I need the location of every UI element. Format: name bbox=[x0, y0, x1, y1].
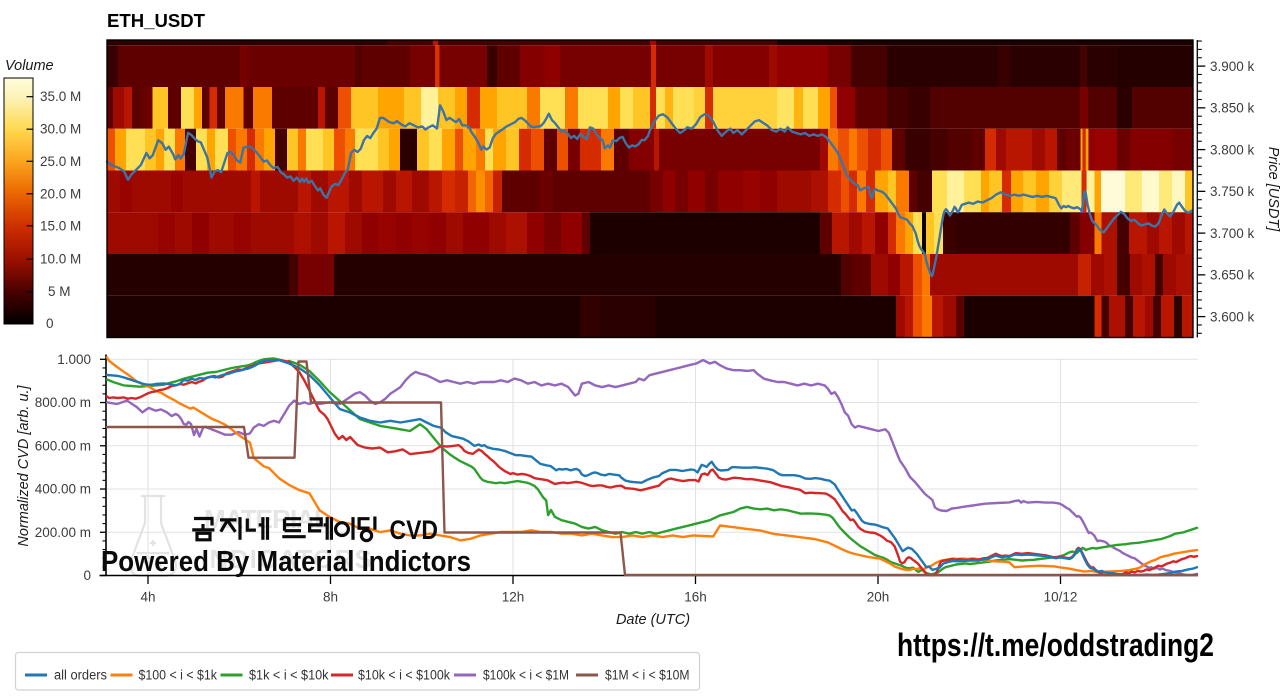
svg-text:Date (UTC): Date (UTC) bbox=[616, 612, 690, 628]
svg-text:INDICATORS: INDICATORS bbox=[201, 544, 372, 574]
svg-text:3.750 k: 3.750 k bbox=[1210, 184, 1255, 199]
svg-text:400.00 m: 400.00 m bbox=[35, 482, 91, 497]
svg-text:3.650 k: 3.650 k bbox=[1210, 268, 1255, 283]
svg-text:20h: 20h bbox=[867, 590, 890, 605]
svg-text:Powered By Material Indictors: Powered By Material Indictors bbox=[101, 546, 471, 578]
svg-text:800.00 m: 800.00 m bbox=[35, 395, 91, 410]
svg-text:3.900 k: 3.900 k bbox=[1210, 59, 1255, 74]
svg-text:0: 0 bbox=[46, 316, 54, 331]
svg-text:3.800 k: 3.800 k bbox=[1210, 142, 1255, 157]
svg-text:$100 < i < $1k: $100 < i < $1k bbox=[139, 668, 218, 683]
svg-text:$1M < i < $10M: $1M < i < $10M bbox=[605, 668, 690, 683]
svg-text:3.700 k: 3.700 k bbox=[1210, 226, 1255, 241]
svg-text:Volume: Volume bbox=[5, 58, 54, 74]
svg-text:Price [USDT]: Price [USDT] bbox=[1265, 147, 1280, 233]
svg-text:$1k < i < $10k: $1k < i < $10k bbox=[249, 668, 329, 683]
svg-text:30.0 M: 30.0 M bbox=[40, 122, 81, 137]
svg-text:12h: 12h bbox=[502, 590, 525, 605]
svg-text:25.0 M: 25.0 M bbox=[40, 154, 81, 169]
svg-text:600.00 m: 600.00 m bbox=[35, 438, 91, 453]
svg-text:https://t.me/oddstrading2: https://t.me/oddstrading2 bbox=[897, 627, 1214, 663]
svg-text:35.0 M: 35.0 M bbox=[40, 89, 81, 104]
svg-text:ETH_USDT: ETH_USDT bbox=[107, 11, 205, 31]
svg-text:Normalized CVD [arb. u.]: Normalized CVD [arb. u.] bbox=[16, 384, 32, 546]
svg-text:all orders: all orders bbox=[54, 668, 107, 683]
svg-text:15.0 M: 15.0 M bbox=[40, 218, 81, 233]
svg-text:3.600 k: 3.600 k bbox=[1210, 309, 1255, 324]
svg-text:$100k < i < $1M: $100k < i < $1M bbox=[483, 668, 569, 683]
svg-text:16h: 16h bbox=[684, 590, 707, 605]
svg-text:200.00 m: 200.00 m bbox=[35, 525, 91, 540]
svg-text:20.0 M: 20.0 M bbox=[40, 186, 81, 201]
svg-text:8h: 8h bbox=[323, 590, 338, 605]
svg-text:3.850 k: 3.850 k bbox=[1210, 101, 1255, 116]
svg-text:10.0 M: 10.0 M bbox=[40, 252, 81, 267]
svg-text:10/12: 10/12 bbox=[1044, 590, 1078, 605]
svg-text:$10k < i < $100k: $10k < i < $100k bbox=[358, 668, 450, 683]
svg-text:0: 0 bbox=[83, 568, 91, 583]
svg-text:CVD: CVD bbox=[390, 515, 439, 545]
svg-text:5 M: 5 M bbox=[48, 284, 71, 299]
svg-text:1.000: 1.000 bbox=[57, 352, 91, 367]
svg-text:4h: 4h bbox=[140, 590, 155, 605]
